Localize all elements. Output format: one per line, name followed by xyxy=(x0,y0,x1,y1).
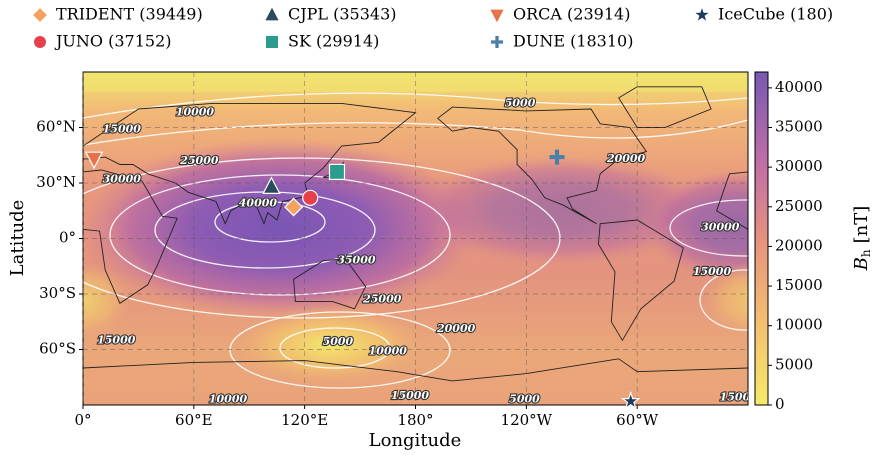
contour-label: 15000 xyxy=(693,265,732,278)
x-tick-label: 0° xyxy=(74,411,91,429)
colorbar-title-main: B xyxy=(851,257,872,271)
marker xyxy=(328,163,346,180)
marker xyxy=(549,149,565,165)
contour-label: 20000 xyxy=(606,152,646,165)
colorbar-title-unit: [nT] xyxy=(851,206,872,244)
contour-label: 15000 xyxy=(103,122,142,135)
legend-label: CJPL (35343) xyxy=(288,5,397,24)
colorbar-tick-label: 0 xyxy=(775,395,785,413)
coastline xyxy=(618,86,712,128)
legend-label: SK (29914) xyxy=(288,32,379,51)
x-tick-label: 120°E xyxy=(281,411,328,429)
legend-label: TRIDENT (39449) xyxy=(56,5,203,24)
y-tick-label: 60°S xyxy=(39,340,76,358)
coastline xyxy=(83,169,178,304)
contour-label: 15000 xyxy=(391,389,430,402)
contour-label: 15000 xyxy=(720,391,759,404)
contour-label: 30000 xyxy=(103,172,142,185)
x-tick-label: 180° xyxy=(397,411,433,429)
marker xyxy=(34,36,46,48)
marker xyxy=(620,390,641,410)
coastline xyxy=(436,106,648,225)
contour-label: 5000 xyxy=(323,335,354,348)
marker xyxy=(695,8,709,21)
contour-label: 10000 xyxy=(209,392,248,405)
contour-label: 10000 xyxy=(176,106,215,119)
contour-labels: 10000 5000 15000 25000 30000 20000 40000 35000 3… xyxy=(96,95,759,405)
contour-label: 40000 xyxy=(239,196,278,209)
contours xyxy=(83,92,748,389)
contour-label: 5000 xyxy=(505,96,536,109)
coastline xyxy=(716,171,748,230)
x-axis-title: Longitude xyxy=(369,430,462,451)
coastline xyxy=(597,219,684,342)
y-tick-label: 0° xyxy=(59,229,76,247)
marker xyxy=(491,36,503,48)
colorbar-title: Bh [nT] xyxy=(851,206,873,272)
y-tick-label: 30°S xyxy=(39,284,76,302)
contour-label: 35000 xyxy=(337,254,376,267)
legend-label: JUNO (37152) xyxy=(54,32,171,51)
y-axis-title: Latitude xyxy=(7,200,28,277)
colorbar-title-sub: h xyxy=(859,249,873,257)
marker xyxy=(262,176,281,194)
marker xyxy=(265,7,279,21)
x-tick-label: 60°W xyxy=(616,411,659,429)
colorbar-tick-label: 5000 xyxy=(775,355,813,373)
marker xyxy=(284,197,304,217)
marker xyxy=(302,189,319,206)
y-tick-label: 30°N xyxy=(36,173,76,191)
colorbar-tick-label: 35000 xyxy=(775,118,823,136)
contour-label: 20000 xyxy=(436,322,476,335)
legend-label: ORCA (23914) xyxy=(513,5,630,24)
contour-label: 10000 xyxy=(369,344,408,357)
contour-label: 15000 xyxy=(97,333,136,346)
marker xyxy=(266,36,278,48)
colorbar-tick-label: 10000 xyxy=(775,316,823,334)
coastlines xyxy=(83,86,748,382)
colorbar-tick-label: 30000 xyxy=(775,157,823,175)
contour-label: 25000 xyxy=(179,154,219,167)
coastline xyxy=(293,258,367,310)
marker xyxy=(33,8,47,22)
y-tick-label: 60°N xyxy=(36,118,76,136)
colorbar-tick-label: 40000 xyxy=(775,78,823,96)
x-tick-label: 60°E xyxy=(175,411,213,429)
coastline xyxy=(83,102,417,225)
colorbar-tick-label: 20000 xyxy=(775,236,823,254)
contour-label: 5000 xyxy=(509,392,540,405)
x-tick-label: 120°W xyxy=(501,411,553,429)
colorbar-tick-label: 25000 xyxy=(775,197,823,215)
marker xyxy=(490,9,504,23)
colorbar-tick-label: 15000 xyxy=(775,276,823,294)
marker xyxy=(84,151,104,170)
legend-label: IceCube (180) xyxy=(718,5,833,24)
contour-label: 25000 xyxy=(362,293,402,306)
coastline xyxy=(83,358,748,382)
legend-label: DUNE (18310) xyxy=(513,32,633,51)
colorbar xyxy=(754,71,769,406)
contour-label: 30000 xyxy=(701,220,740,233)
